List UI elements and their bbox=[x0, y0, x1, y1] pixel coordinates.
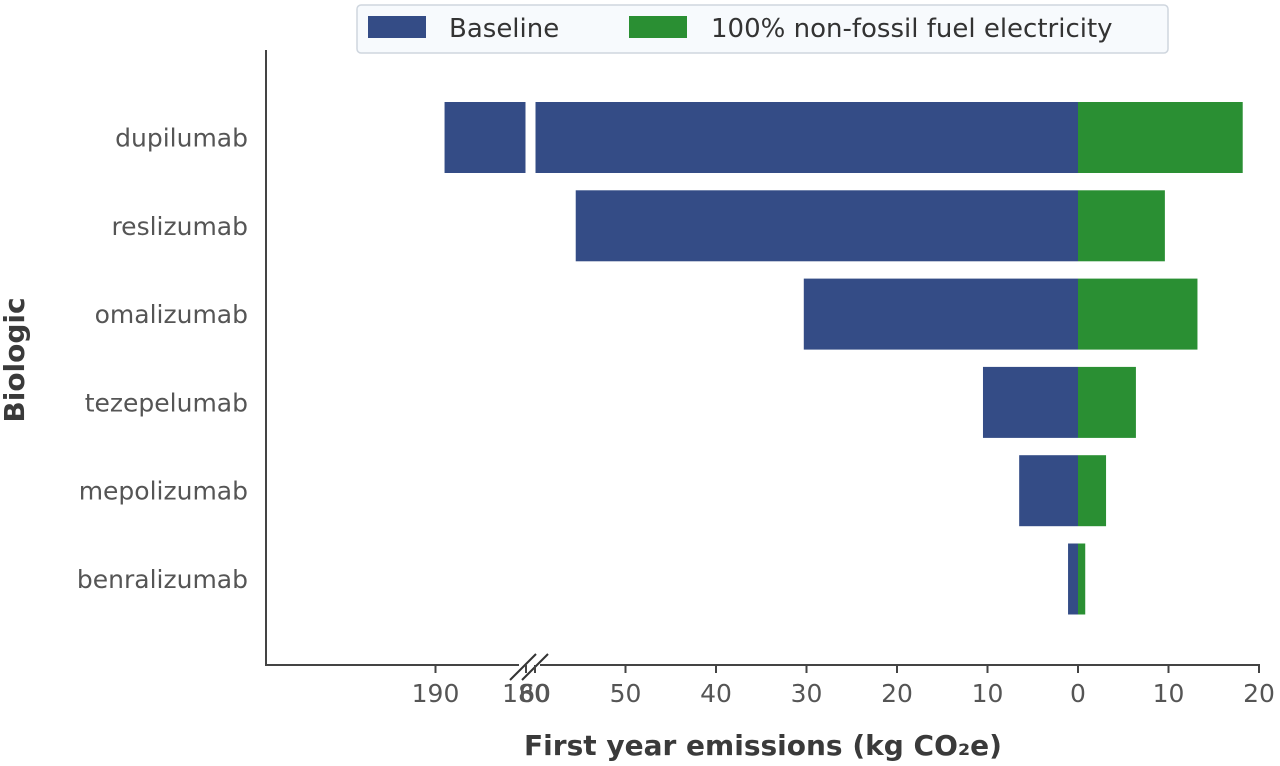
x-tick-label: 180 bbox=[502, 679, 550, 708]
bar-non-fossil-tezepelumab bbox=[1078, 366, 1136, 438]
legend-swatch-non-fossil bbox=[629, 16, 687, 38]
bar-baseline-mepolizumab bbox=[1019, 455, 1078, 527]
bar-baseline-omalizumab bbox=[803, 278, 1078, 350]
x-tick-label: 10 bbox=[972, 679, 1004, 708]
bar-baseline-benralizumab bbox=[1068, 543, 1078, 615]
bars-layer bbox=[444, 102, 1243, 615]
bar-non-fossil-omalizumab bbox=[1078, 278, 1198, 350]
bar-baseline-dupilumab-near bbox=[535, 102, 1078, 173]
x-tick-label: 50 bbox=[610, 679, 642, 708]
x-tick-label: 60 bbox=[519, 679, 551, 708]
x-tick-label: 30 bbox=[791, 679, 823, 708]
bar-non-fossil-dupilumab bbox=[1078, 102, 1243, 173]
x-tick-label: 20 bbox=[881, 679, 913, 708]
bar-baseline-tezepelumab bbox=[982, 366, 1078, 438]
legend-label-non-fossil: 100% non-fossil fuel electricity bbox=[711, 14, 1113, 44]
legend-box bbox=[356, 4, 1169, 54]
x-tick-label: 190 bbox=[412, 679, 460, 708]
bar-baseline-dupilumab-far bbox=[444, 102, 526, 173]
x-tick-label: 20 bbox=[1243, 679, 1275, 708]
category-label-reslizumab: reslizumab bbox=[111, 212, 248, 241]
x-axis-title: First year emissions (kg CO₂e) bbox=[524, 729, 1002, 762]
bar-baseline-reslizumab bbox=[575, 190, 1078, 262]
y-axis-title: Biologic bbox=[0, 297, 31, 422]
axis-break-mark-1 bbox=[509, 653, 537, 681]
category-label-benralizumab: benralizumab bbox=[77, 565, 248, 594]
bar-non-fossil-benralizumab bbox=[1078, 543, 1086, 615]
x-tick-label: 10 bbox=[1153, 679, 1185, 708]
category-label-dupilumab: dupilumab bbox=[115, 124, 248, 153]
y-category-labels: dupilumab reslizumab omalizumab tezepelumab… bbox=[77, 124, 248, 595]
bar-non-fossil-mepolizumab bbox=[1078, 455, 1107, 527]
legend-swatch-baseline bbox=[368, 16, 426, 38]
x-tick-label: 40 bbox=[700, 679, 732, 708]
category-label-mepolizumab: mepolizumab bbox=[79, 477, 248, 506]
x-tick-label: 0 bbox=[1070, 679, 1086, 708]
legend-label-baseline: Baseline bbox=[449, 14, 559, 44]
category-label-omalizumab: omalizumab bbox=[95, 300, 248, 329]
bar-non-fossil-reslizumab bbox=[1078, 190, 1165, 262]
category-label-tezepelumab: tezepelumab bbox=[85, 388, 248, 417]
legend: Baseline 100% non-fossil fuel electricit… bbox=[356, 4, 1169, 54]
